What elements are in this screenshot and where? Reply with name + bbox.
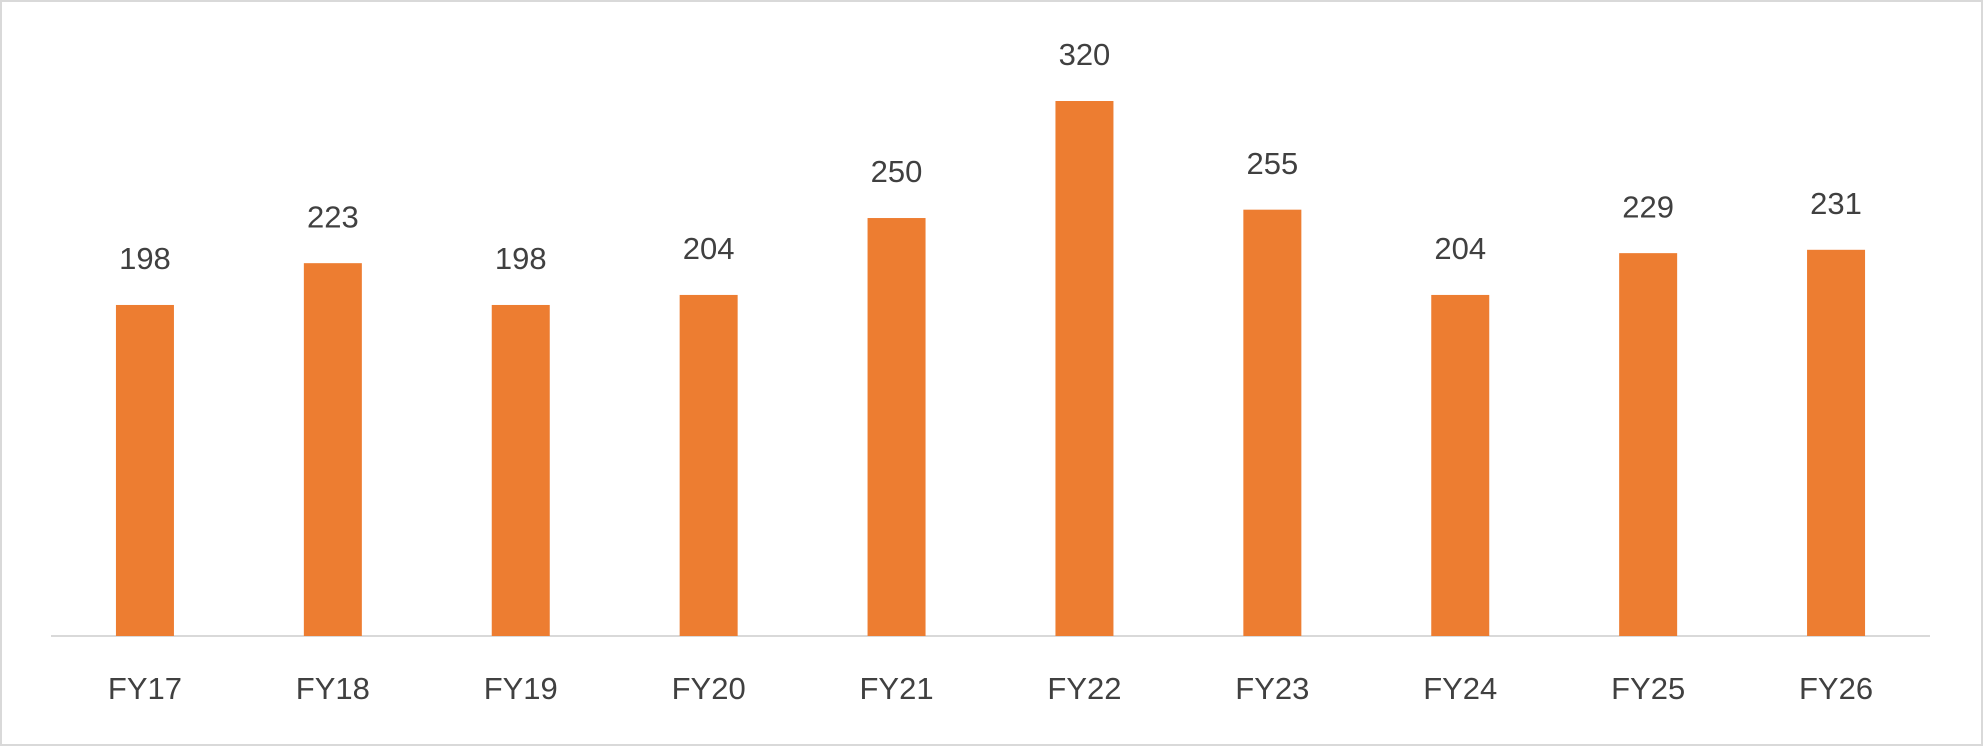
bar	[1431, 294, 1490, 636]
bar	[679, 294, 738, 636]
data-label: 255	[1246, 146, 1298, 181]
data-label: 198	[495, 241, 547, 276]
data-label: 198	[119, 241, 171, 276]
x-tick-label: FY25	[1611, 671, 1685, 706]
bar	[303, 263, 362, 636]
x-tick-label: FY23	[1235, 671, 1309, 706]
bar	[1807, 249, 1866, 636]
data-label: 320	[1059, 37, 1111, 72]
x-tick-label: FY24	[1423, 671, 1497, 706]
x-tick-label: FY20	[672, 671, 746, 706]
bar	[867, 218, 926, 636]
x-tick-label: FY17	[108, 671, 182, 706]
data-label: 229	[1622, 189, 1674, 224]
x-tick-label: FY18	[296, 671, 370, 706]
bar	[115, 304, 174, 636]
bar	[1243, 209, 1302, 636]
data-label: 204	[683, 231, 735, 266]
bar	[1619, 253, 1678, 636]
x-tick-label: FY19	[484, 671, 558, 706]
data-label: 231	[1810, 186, 1862, 221]
bar	[1055, 101, 1114, 636]
data-label: 204	[1434, 231, 1486, 266]
data-label: 223	[307, 199, 359, 234]
x-tick-label: FY22	[1047, 671, 1121, 706]
x-tick-label: FY21	[859, 671, 933, 706]
bar	[491, 304, 550, 636]
x-tick-label: FY26	[1799, 671, 1873, 706]
data-label: 250	[871, 154, 923, 189]
